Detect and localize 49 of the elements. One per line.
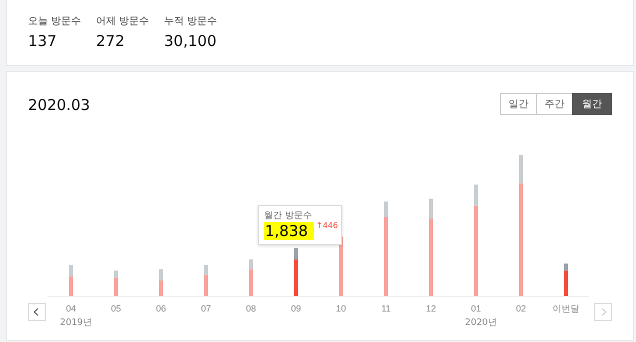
bar [564, 270, 568, 296]
x-tick-label: 10 [336, 304, 346, 314]
bar [114, 278, 118, 296]
text: 월간 [572, 93, 612, 115]
text: 137 [28, 32, 57, 50]
x-tick-label: 09 [290, 304, 302, 314]
text: 30,100 [164, 32, 216, 50]
bar [474, 206, 478, 296]
bar [294, 248, 298, 260]
bar [384, 217, 388, 296]
bar [69, 264, 73, 276]
text: 누적 방문수 [164, 15, 218, 28]
bar [474, 184, 478, 206]
x-tick-label: 04 [66, 304, 76, 314]
bar [384, 202, 388, 218]
bar [294, 259, 298, 296]
bar [204, 264, 208, 275]
text: 272 [96, 32, 125, 50]
text: 2019년 [60, 317, 92, 329]
x-tick-label: 이번달 [552, 304, 580, 314]
bar [564, 264, 568, 271]
bar [69, 276, 73, 296]
annotation: 1,838 [264, 222, 314, 240]
text: 주간 [536, 93, 573, 115]
x-tick-label: 01 [470, 304, 482, 314]
text: 2020년 [465, 317, 497, 329]
text: 오늘 방문수 [28, 15, 82, 28]
x-tick-label: 02 [516, 304, 526, 314]
bar [114, 270, 118, 278]
x-tick-label: 07 [200, 304, 212, 314]
x-tick-label: 11 [381, 304, 391, 314]
bar [429, 198, 433, 218]
bar [159, 280, 163, 296]
x-tick-label: 05 [110, 304, 122, 314]
text: 일간 [500, 93, 537, 115]
text: 어제 방문수 [96, 15, 150, 28]
annotation: 월간 방문수 [264, 210, 312, 222]
chart-title: 2020.03 [28, 96, 90, 114]
bar [204, 274, 208, 296]
x-tick-label: 12 [426, 304, 436, 314]
annotation: ↑446 [316, 221, 338, 230]
bar [249, 259, 253, 270]
bar [159, 269, 163, 280]
bar [519, 155, 523, 184]
bar [429, 218, 433, 296]
x-tick-label: 08 [246, 304, 256, 314]
x-tick-label: 06 [156, 304, 166, 314]
bar [249, 269, 253, 296]
bar [519, 183, 523, 296]
